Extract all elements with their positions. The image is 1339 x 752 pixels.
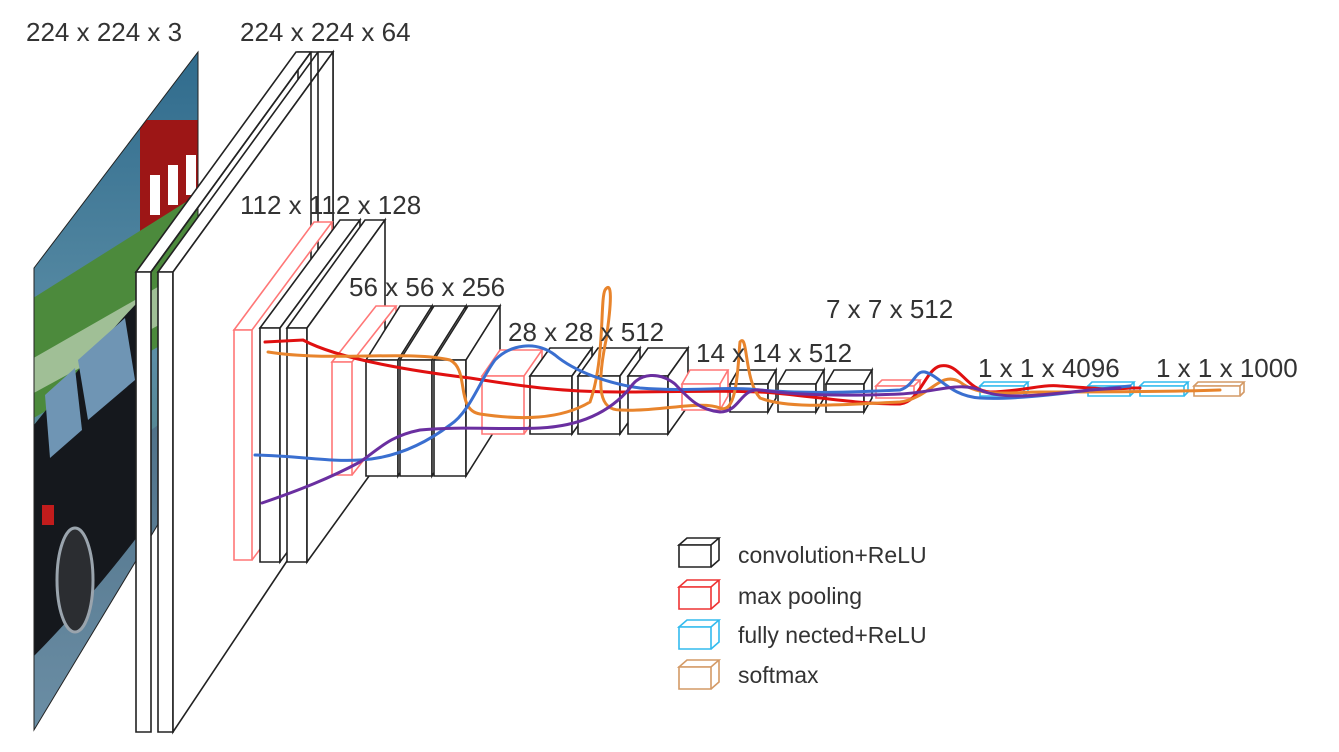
label-output: 1 x 1 x 1000 xyxy=(1156,353,1298,383)
legend-swatch-conv xyxy=(676,537,722,568)
label-conv4: 28 x 28 x 512 xyxy=(508,317,664,347)
conv1-block xyxy=(134,49,335,735)
legend-item-pool: max pooling xyxy=(676,579,862,610)
legend-swatch-pool xyxy=(676,579,722,610)
legend-item-softmax: softmax xyxy=(676,659,819,690)
legend-label-conv: convolution+ReLU xyxy=(738,542,927,568)
label-pool5: 7 x 7 x 512 xyxy=(826,294,953,324)
legend-swatch-softmax xyxy=(676,659,722,690)
orange-curve xyxy=(266,286,1222,420)
label-fc: 1 x 1 x 4096 xyxy=(978,353,1120,383)
label-input: 224 x 224 x 3 xyxy=(26,17,182,47)
legend-swatch-fc xyxy=(676,619,722,650)
purple-curve xyxy=(260,374,1122,505)
label-conv2: 112 x 112 x 128 xyxy=(240,190,421,220)
red-curve xyxy=(263,338,1142,406)
legend-label-fc: fully nected+ReLU xyxy=(738,622,927,648)
blue-curve xyxy=(253,344,1132,462)
legend-label-pool: max pooling xyxy=(738,583,862,609)
label-conv1: 224 x 224 x 64 xyxy=(240,17,411,47)
label-conv5: 14 x 14 x 512 xyxy=(696,338,852,368)
dimension-labels: 224 x 224 x 3 224 x 224 x 64 112 x 112 x… xyxy=(26,17,1298,383)
label-conv3: 56 x 56 x 256 xyxy=(349,272,505,302)
annotation-curves xyxy=(253,286,1222,505)
legend: convolution+ReLU max pooling fully necte… xyxy=(676,537,927,690)
legend-item-fc: fully nected+ReLU xyxy=(676,619,927,650)
legend-label-softmax: softmax xyxy=(738,662,819,688)
legend-item-conv: convolution+ReLU xyxy=(676,537,927,568)
